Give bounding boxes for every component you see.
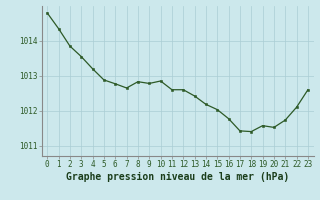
X-axis label: Graphe pression niveau de la mer (hPa): Graphe pression niveau de la mer (hPa) [66,172,289,182]
